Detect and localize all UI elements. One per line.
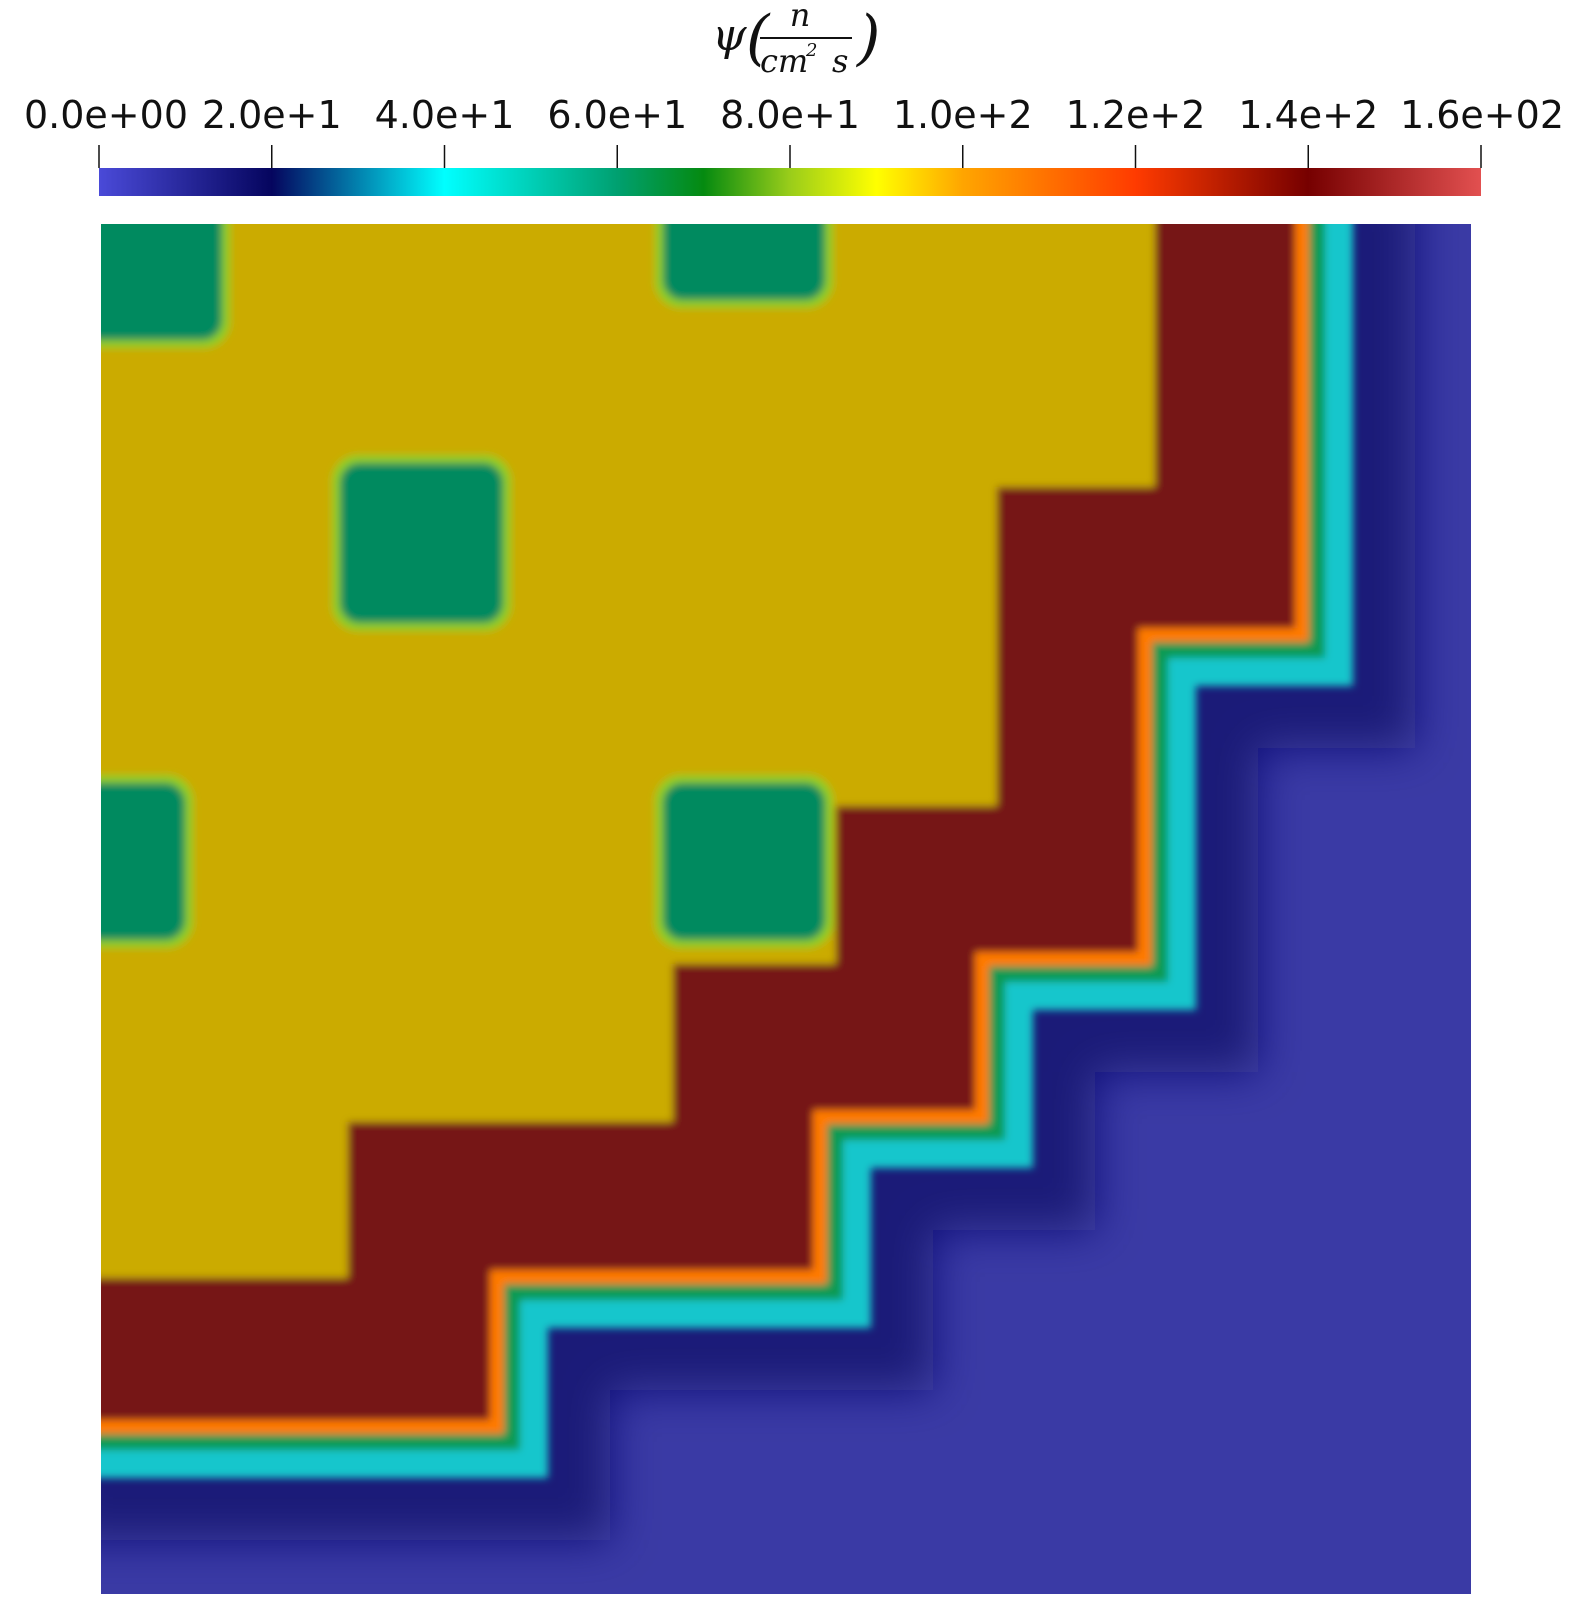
inclusion-square-3 [101, 783, 185, 940]
colorbar-tick-label-8: 1.6e+02 [1400, 93, 1564, 137]
colorbar-title-symbol: ψ [712, 10, 747, 61]
colorbar-tick-label-4: 8.0e+1 [720, 93, 860, 137]
inclusion-square-2 [340, 463, 503, 623]
inclusion-square-4 [663, 783, 825, 940]
colorbar-tick-label-6: 1.2e+2 [1066, 93, 1206, 137]
colorbar-tick-labels: 0.0e+00 2.0e+1 4.0e+1 6.0e+1 8.0e+1 1.0e+2 1.2… [24, 93, 1564, 137]
colorbar-title-exponent: 2 [805, 40, 817, 61]
inclusion-square-0 [101, 224, 222, 340]
colorbar: 0.0e+00 2.0e+1 4.0e+1 6.0e+1 8.0e+1 1.0e+2 1.2… [24, 93, 1564, 196]
colorbar-tick-label-3: 6.0e+1 [547, 93, 687, 137]
heatmap-field [101, 224, 1471, 1594]
colorbar-tick-label-1: 2.0e+1 [202, 93, 342, 137]
colorbar-title-numerator: n [790, 0, 811, 34]
colorbar-title-paren-right: ) [855, 3, 880, 73]
colorbar-tick-label-0: 0.0e+00 [24, 93, 188, 137]
field-fronts [101, 224, 1353, 1478]
colorbar-title-denominator: cm [760, 42, 808, 80]
colorbar-tick-label-5: 1.0e+2 [893, 93, 1033, 137]
inclusion-square-1 [663, 224, 825, 300]
colorbar-title-denominator-tail: s [832, 42, 848, 80]
colorbar-gradient [99, 168, 1481, 196]
colorbar-ticks [98, 145, 1482, 168]
colorbar-tick-label-7: 1.4e+2 [1238, 93, 1378, 137]
inclusions [101, 224, 833, 948]
colorbar-title: ψ ( n cm 2 s ) [712, 0, 880, 80]
colorbar-tick-label-2: 4.0e+1 [375, 93, 515, 137]
